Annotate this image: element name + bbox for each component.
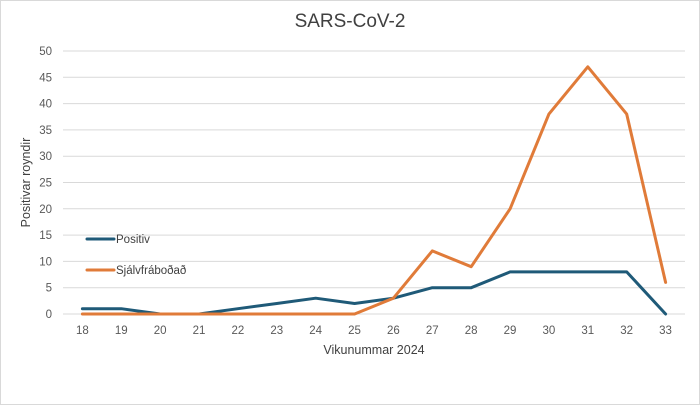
legend: Positiv Sjálvfráboðað (85, 234, 186, 277)
x-tick-label: 28 (465, 325, 478, 337)
y-tick-labels: 0 5 10 15 20 25 30 35 40 45 50 (39, 46, 52, 321)
legend-item: Positiv (85, 234, 150, 246)
y-tick-label: 45 (39, 72, 52, 84)
x-tick-label: 23 (270, 325, 283, 337)
x-tick-label: 32 (620, 325, 633, 337)
y-tick-label: 25 (39, 178, 52, 190)
y-tick-label: 20 (39, 204, 52, 216)
y-axis-label: Positivar royndir (19, 138, 33, 228)
legend-item: Sjálvfráboðað (85, 265, 186, 277)
x-tick-label: 21 (193, 325, 206, 337)
x-axis-label: Vikunummar 2024 (323, 343, 424, 357)
x-tick-label: 25 (348, 325, 361, 337)
x-tick-label: 33 (659, 325, 672, 337)
legend-label: Positiv (116, 234, 150, 246)
legend-label: Sjálvfráboðað (116, 265, 186, 277)
y-tick-label: 15 (39, 230, 52, 242)
chart-title: SARS-CoV-2 (294, 11, 406, 32)
x-tick-label: 18 (76, 325, 89, 337)
y-tick-label: 10 (39, 256, 52, 268)
x-tick-label: 27 (426, 325, 439, 337)
y-tick-label: 30 (39, 151, 52, 163)
x-tick-label: 31 (581, 325, 594, 337)
x-tick-labels: 18 19 20 21 22 23 24 25 26 27 28 29 30 31 32 33 (76, 325, 672, 337)
y-tick-label: 5 (46, 283, 52, 295)
x-tick-label: 30 (543, 325, 556, 337)
y-tick-label: 35 (39, 125, 52, 137)
series-lines (80, 65, 668, 316)
y-tick-label: 50 (39, 46, 52, 58)
series-line-1 (80, 65, 668, 316)
y-tick-label: 0 (46, 309, 52, 321)
x-tick-label: 22 (232, 325, 245, 337)
x-tick-label: 19 (115, 325, 128, 337)
y-tick-label: 40 (39, 99, 52, 111)
x-tick-label: 26 (387, 325, 400, 337)
x-tick-label: 24 (309, 325, 322, 337)
x-tick-label: 29 (504, 325, 517, 337)
x-tick-label: 20 (154, 325, 167, 337)
gridlines (63, 50, 685, 315)
